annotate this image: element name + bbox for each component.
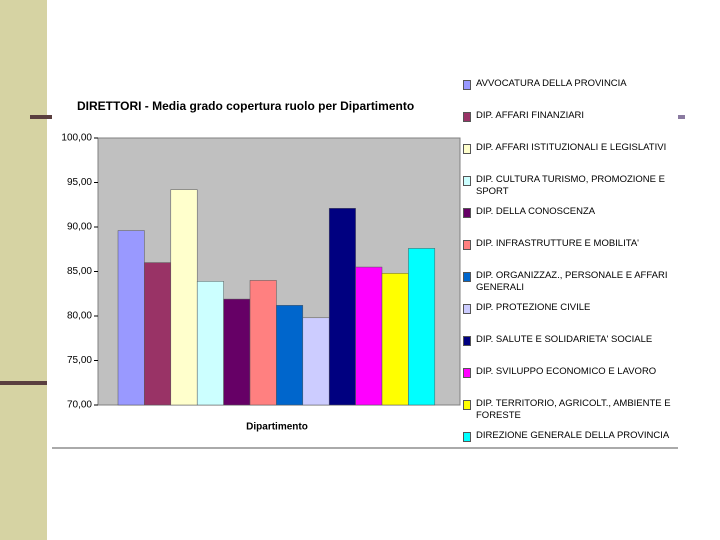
bar bbox=[196, 281, 224, 406]
y-tick-label: 85,00 bbox=[67, 266, 92, 277]
bar bbox=[328, 208, 356, 406]
legend-entry: DIP. DELLA CONOSCENZA bbox=[463, 206, 675, 218]
y-tick-label: 90,00 bbox=[67, 222, 92, 233]
legend-label: DIREZIONE GENERALE DELLA PROVINCIA bbox=[476, 430, 670, 441]
bar bbox=[117, 230, 145, 406]
legend-swatch bbox=[463, 176, 471, 186]
legend-label: DIP. SALUTE E SOLIDARIETA' SOCIALE bbox=[476, 334, 653, 345]
legend-swatch bbox=[463, 144, 471, 154]
legend-label: DIP. AFFARI FINANZIARI bbox=[476, 110, 585, 121]
legend-swatch bbox=[463, 112, 471, 122]
legend-label: DIP. TERRITORIO, AGRICOLT., AMBIENTE E F… bbox=[476, 398, 671, 421]
legend-swatch bbox=[463, 240, 471, 250]
legend-label: DIP. CULTURA TURISMO, PROMOZIONE E SPORT bbox=[476, 174, 665, 197]
bar bbox=[408, 248, 436, 406]
bar bbox=[302, 317, 330, 406]
legend-entry: AVVOCATURA DELLA PROVINCIA bbox=[463, 78, 675, 90]
y-tick-label: 95,00 bbox=[67, 177, 92, 188]
bar bbox=[144, 262, 172, 406]
x-axis-label: Dipartimento bbox=[246, 422, 308, 433]
legend-swatch bbox=[463, 208, 471, 218]
bar bbox=[381, 273, 409, 406]
sidebar bbox=[0, 0, 47, 540]
legend-entry: DIP. INFRASTRUTTURE E MOBILITA' bbox=[463, 238, 675, 250]
legend-swatch bbox=[463, 368, 471, 378]
divider bbox=[30, 115, 60, 119]
legend-entry: DIP. ORGANIZZAZ., PERSONALE E AFFARI GEN… bbox=[463, 270, 675, 294]
bar bbox=[170, 189, 198, 406]
bar bbox=[249, 280, 277, 406]
legend-label: AVVOCATURA DELLA PROVINCIA bbox=[476, 78, 627, 89]
bar bbox=[223, 298, 251, 406]
y-tick-label: 75,00 bbox=[67, 355, 92, 366]
bar bbox=[355, 266, 383, 406]
divider bbox=[678, 115, 685, 119]
legend-swatch bbox=[463, 432, 471, 442]
legend-entry: DIP. PROTEZIONE CIVILE bbox=[463, 302, 675, 314]
divider bbox=[0, 381, 47, 385]
legend-entry: DIP. SVILUPPO ECONOMICO E LAVORO bbox=[463, 366, 675, 378]
legend-swatch bbox=[463, 400, 471, 410]
legend-entry: DIP. CULTURA TURISMO, PROMOZIONE E SPORT bbox=[463, 174, 675, 198]
y-tick-label: 100,00 bbox=[61, 133, 92, 144]
legend-label: DIP. DELLA CONOSCENZA bbox=[476, 206, 596, 217]
legend-label: DIP. ORGANIZZAZ., PERSONALE E AFFARI GEN… bbox=[476, 270, 668, 293]
y-tick-label: 70,00 bbox=[67, 400, 92, 411]
legend-label: DIP. INFRASTRUTTURE E MOBILITA' bbox=[476, 238, 639, 249]
legend-swatch bbox=[463, 80, 471, 90]
legend-swatch bbox=[463, 272, 471, 282]
legend-entry: DIP. SALUTE E SOLIDARIETA' SOCIALE bbox=[463, 334, 675, 346]
legend-swatch bbox=[463, 336, 471, 346]
y-tick-label: 80,00 bbox=[67, 311, 92, 322]
bar bbox=[276, 305, 304, 406]
legend-label: DIP. SVILUPPO ECONOMICO E LAVORO bbox=[476, 366, 657, 377]
legend-entry: DIREZIONE GENERALE DELLA PROVINCIA bbox=[463, 430, 675, 442]
legend-entry: DIP. TERRITORIO, AGRICOLT., AMBIENTE E F… bbox=[463, 398, 675, 422]
legend-entry: DIP. AFFARI ISTITUZIONALI E LEGISLATIVI bbox=[463, 142, 675, 154]
legend-label: DIP. AFFARI ISTITUZIONALI E LEGISLATIVI bbox=[476, 142, 667, 153]
legend-label: DIP. PROTEZIONE CIVILE bbox=[476, 302, 591, 313]
legend-entry: DIP. AFFARI FINANZIARI bbox=[463, 110, 675, 122]
chart-title: DIRETTORI - Media grado copertura ruolo … bbox=[77, 99, 414, 113]
legend-swatch bbox=[463, 304, 471, 314]
